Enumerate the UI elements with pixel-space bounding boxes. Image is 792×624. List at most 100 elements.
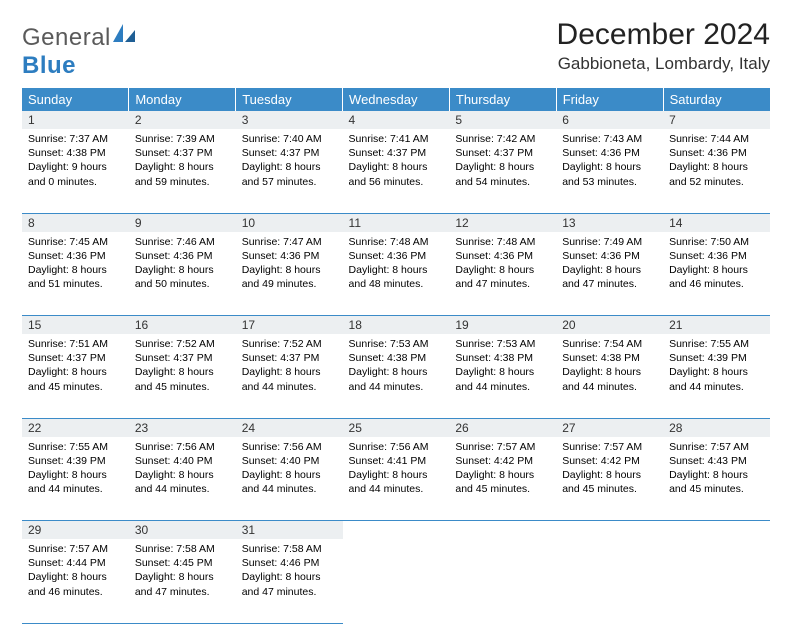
day-content: Sunrise: 7:41 AMSunset: 4:37 PMDaylight:… <box>343 129 450 193</box>
day-cell <box>556 539 663 623</box>
weekday-header: Monday <box>129 88 236 111</box>
daynum-cell: 16 <box>129 316 236 335</box>
sunset-text: Sunset: 4:43 PM <box>669 454 764 468</box>
sunrise-text: Sunrise: 7:51 AM <box>28 337 123 351</box>
brand-part1: General <box>22 24 111 51</box>
sunset-text: Sunset: 4:39 PM <box>669 351 764 365</box>
sunrise-text: Sunrise: 7:58 AM <box>135 542 230 556</box>
day-number: 24 <box>236 419 343 437</box>
day-content: Sunrise: 7:49 AMSunset: 4:36 PMDaylight:… <box>556 232 663 296</box>
daylight-text: Daylight: 8 hours and 44 minutes. <box>135 468 230 496</box>
day-number: 20 <box>556 316 663 334</box>
daynum-cell <box>449 521 556 540</box>
day-cell: Sunrise: 7:55 AMSunset: 4:39 PMDaylight:… <box>22 437 129 521</box>
daynum-row: 15161718192021 <box>22 316 770 335</box>
sunset-text: Sunset: 4:44 PM <box>28 556 123 570</box>
day-content: Sunrise: 7:52 AMSunset: 4:37 PMDaylight:… <box>129 334 236 398</box>
day-number: 12 <box>449 214 556 232</box>
sunrise-text: Sunrise: 7:43 AM <box>562 132 657 146</box>
sunrise-text: Sunrise: 7:56 AM <box>242 440 337 454</box>
daynum-cell: 5 <box>449 111 556 129</box>
day-content: Sunrise: 7:50 AMSunset: 4:36 PMDaylight:… <box>663 232 770 296</box>
daynum-cell: 17 <box>236 316 343 335</box>
weekday-header: Saturday <box>663 88 770 111</box>
sunrise-text: Sunrise: 7:42 AM <box>455 132 550 146</box>
day-content: Sunrise: 7:57 AMSunset: 4:44 PMDaylight:… <box>22 539 129 603</box>
daylight-text: Daylight: 8 hours and 46 minutes. <box>28 570 123 598</box>
daynum-cell: 2 <box>129 111 236 129</box>
day-content: Sunrise: 7:54 AMSunset: 4:38 PMDaylight:… <box>556 334 663 398</box>
day-cell: Sunrise: 7:56 AMSunset: 4:40 PMDaylight:… <box>129 437 236 521</box>
daynum-cell: 30 <box>129 521 236 540</box>
sunrise-text: Sunrise: 7:48 AM <box>349 235 444 249</box>
day-content: Sunrise: 7:53 AMSunset: 4:38 PMDaylight:… <box>343 334 450 398</box>
sunrise-text: Sunrise: 7:55 AM <box>669 337 764 351</box>
day-content: Sunrise: 7:57 AMSunset: 4:42 PMDaylight:… <box>449 437 556 501</box>
day-number: 18 <box>343 316 450 334</box>
day-cell <box>343 539 450 623</box>
day-content: Sunrise: 7:51 AMSunset: 4:37 PMDaylight:… <box>22 334 129 398</box>
sunset-text: Sunset: 4:39 PM <box>28 454 123 468</box>
day-content: Sunrise: 7:48 AMSunset: 4:36 PMDaylight:… <box>449 232 556 296</box>
day-cell: Sunrise: 7:53 AMSunset: 4:38 PMDaylight:… <box>449 334 556 418</box>
day-cell: Sunrise: 7:40 AMSunset: 4:37 PMDaylight:… <box>236 129 343 213</box>
sunrise-text: Sunrise: 7:53 AM <box>349 337 444 351</box>
weekday-header: Sunday <box>22 88 129 111</box>
day-number: 4 <box>343 111 450 129</box>
day-content: Sunrise: 7:55 AMSunset: 4:39 PMDaylight:… <box>22 437 129 501</box>
day-content: Sunrise: 7:53 AMSunset: 4:38 PMDaylight:… <box>449 334 556 398</box>
sunrise-text: Sunrise: 7:50 AM <box>669 235 764 249</box>
location-subtitle: Gabbioneta, Lombardy, Italy <box>557 54 770 74</box>
day-cell: Sunrise: 7:39 AMSunset: 4:37 PMDaylight:… <box>129 129 236 213</box>
day-cell: Sunrise: 7:49 AMSunset: 4:36 PMDaylight:… <box>556 232 663 316</box>
sunset-text: Sunset: 4:36 PM <box>135 249 230 263</box>
day-content: Sunrise: 7:56 AMSunset: 4:40 PMDaylight:… <box>129 437 236 501</box>
sunrise-text: Sunrise: 7:41 AM <box>349 132 444 146</box>
day-cell: Sunrise: 7:57 AMSunset: 4:42 PMDaylight:… <box>556 437 663 521</box>
daynum-cell <box>556 521 663 540</box>
day-number: 9 <box>129 214 236 232</box>
day-content: Sunrise: 7:56 AMSunset: 4:40 PMDaylight:… <box>236 437 343 501</box>
day-cell <box>449 539 556 623</box>
daynum-cell: 31 <box>236 521 343 540</box>
day-number: 14 <box>663 214 770 232</box>
day-cell: Sunrise: 7:37 AMSunset: 4:38 PMDaylight:… <box>22 129 129 213</box>
day-number: 31 <box>236 521 343 539</box>
day-cell: Sunrise: 7:57 AMSunset: 4:43 PMDaylight:… <box>663 437 770 521</box>
sunrise-text: Sunrise: 7:37 AM <box>28 132 123 146</box>
sunrise-text: Sunrise: 7:55 AM <box>28 440 123 454</box>
daynum-cell: 14 <box>663 213 770 232</box>
daylight-text: Daylight: 8 hours and 49 minutes. <box>242 263 337 291</box>
daynum-cell: 27 <box>556 418 663 437</box>
day-number: 22 <box>22 419 129 437</box>
daylight-text: Daylight: 8 hours and 52 minutes. <box>669 160 764 188</box>
day-content: Sunrise: 7:40 AMSunset: 4:37 PMDaylight:… <box>236 129 343 193</box>
day-number: 1 <box>22 111 129 129</box>
sunset-text: Sunset: 4:42 PM <box>455 454 550 468</box>
sunrise-text: Sunrise: 7:46 AM <box>135 235 230 249</box>
daynum-cell: 25 <box>343 418 450 437</box>
daynum-row: 22232425262728 <box>22 418 770 437</box>
daynum-cell: 3 <box>236 111 343 129</box>
day-number: 8 <box>22 214 129 232</box>
week-row: Sunrise: 7:37 AMSunset: 4:38 PM Daylight:… <box>22 129 770 213</box>
sunset-text: Sunset: 4:37 PM <box>242 146 337 160</box>
daynum-cell: 21 <box>663 316 770 335</box>
daylight-text: Daylight: 8 hours and 48 minutes. <box>349 263 444 291</box>
day-content: Sunrise: 7:52 AMSunset: 4:37 PMDaylight:… <box>236 334 343 398</box>
day-cell: Sunrise: 7:56 AMSunset: 4:40 PMDaylight:… <box>236 437 343 521</box>
daylight-text: Daylight: 8 hours and 44 minutes. <box>28 468 123 496</box>
daylight-text: Daylight: 8 hours and 44 minutes. <box>242 468 337 496</box>
sunset-text: Sunset: 4:37 PM <box>349 146 444 160</box>
daylight-text: Daylight: 8 hours and 54 minutes. <box>455 160 550 188</box>
day-cell: Sunrise: 7:47 AMSunset: 4:36 PMDaylight:… <box>236 232 343 316</box>
day-cell: Sunrise: 7:43 AMSunset: 4:36 PMDaylight:… <box>556 129 663 213</box>
sunset-text: Sunset: 4:38 PM <box>28 146 123 160</box>
daynum-cell: 15 <box>22 316 129 335</box>
daylight-text: Daylight: 8 hours and 47 minutes. <box>242 570 337 598</box>
sunrise-text: Sunrise: 7:57 AM <box>562 440 657 454</box>
daylight-text: Daylight: 8 hours and 47 minutes. <box>455 263 550 291</box>
sunrise-text: Sunrise: 7:56 AM <box>135 440 230 454</box>
day-cell: Sunrise: 7:52 AMSunset: 4:37 PMDaylight:… <box>129 334 236 418</box>
sunrise-text: Sunrise: 7:47 AM <box>242 235 337 249</box>
